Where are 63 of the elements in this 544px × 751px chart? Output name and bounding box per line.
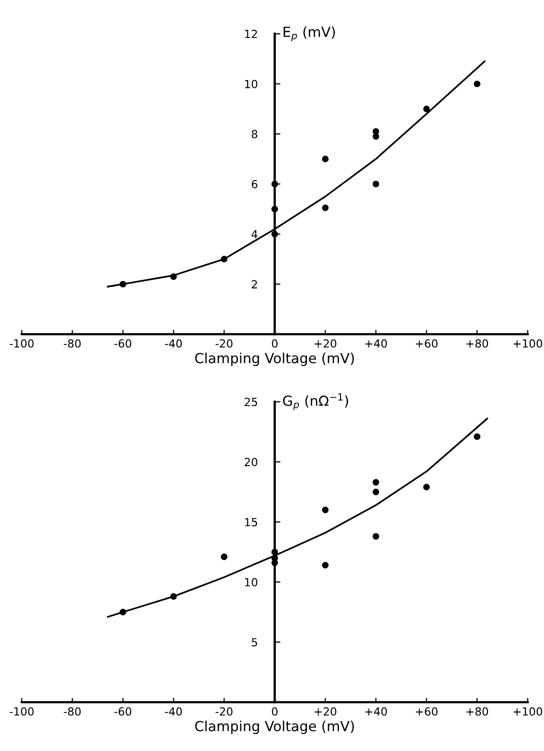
y-tick-label: 10 [245,578,258,586]
y-tick-label: 2 [252,280,257,288]
y-tick-label: 15 [245,518,258,526]
x-tick-label: +100 [514,707,542,716]
point [120,608,126,616]
point [372,533,380,540]
y-tick-label: 8 [252,130,258,138]
x-tick-label: +80 [466,707,488,716]
point [220,256,228,262]
point [372,180,380,188]
x-tick-label: -80 [64,707,81,716]
x-tick-label: +60 [416,707,438,716]
point [372,479,380,486]
point [220,554,228,560]
point [474,80,480,88]
point [322,204,329,212]
y-axis-title: G$_{p}$ (nΩ$^{−1}$) [283,393,348,410]
x-tick-label: 0 [272,707,278,716]
x-tick-label: -80 [64,339,81,348]
point [170,593,177,600]
point [423,106,430,112]
point [170,273,177,280]
x-axis-title: Clamping Voltage (mV) [195,720,354,734]
point [322,562,329,568]
x-tick-label: -20 [216,339,232,348]
x-tick-label: -60 [114,707,132,716]
point [120,280,126,288]
line-series [106,418,488,618]
x-tick-label: -60 [114,339,132,348]
point [322,506,329,514]
x-tick-label: +80 [466,339,488,348]
y-tick-label: 10 [245,80,258,88]
x-tick-label: +20 [314,339,336,348]
point [271,230,278,238]
y-tick-label: 25 [244,398,258,406]
y-tick-label: 20 [244,458,258,466]
point [271,206,278,212]
x-tick-label: +100 [514,339,542,348]
x-tick-label: +40 [365,707,387,716]
x-tick-label: +60 [416,339,438,348]
x-tick-label: -40 [165,339,182,348]
x-tick-label: -100 [10,339,34,348]
x-tick-label: -20 [216,707,232,716]
point [372,128,380,135]
point [271,548,278,556]
point [423,484,430,490]
point [271,180,278,188]
y-tick-label: 6 [252,180,258,188]
y-tick-label: 5 [252,638,258,646]
x-tick-label: +40 [365,339,387,348]
y-axis-title: E$_{p}$ (mV) [284,26,335,42]
y-tick-label: 4 [252,230,258,238]
x-tick-label: +20 [314,707,336,716]
x-tick-label: -100 [10,707,34,716]
point [474,433,480,440]
y-tick-label: 12 [245,30,257,38]
x-tick-label: 0 [272,339,278,348]
point [372,133,380,140]
x-tick-label: -40 [165,707,182,716]
point [271,560,278,566]
point [322,156,329,162]
x-axis-title: Clamping Voltage (mV) [195,352,354,366]
point [372,488,380,496]
